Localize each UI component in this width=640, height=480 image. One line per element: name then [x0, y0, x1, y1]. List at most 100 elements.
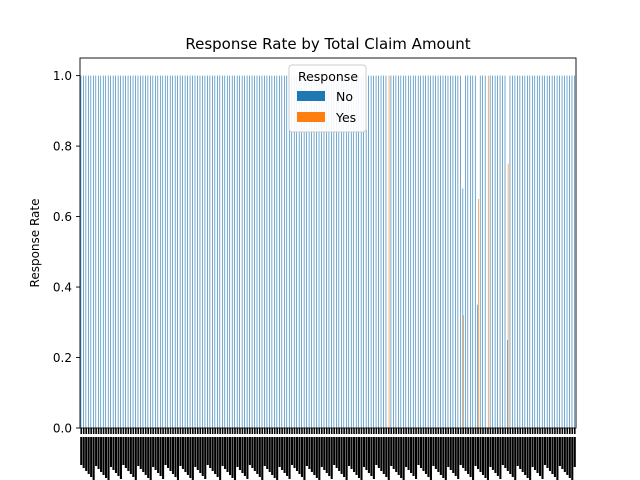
bar-no-106: [343, 75, 345, 429]
bar-no-94: [313, 75, 315, 429]
bar-no-20: [130, 75, 131, 429]
bar-no-23: [137, 75, 139, 429]
bar-no-95: [316, 75, 317, 429]
bar-no-107: [345, 75, 347, 429]
bar-no-51: [207, 75, 208, 429]
bar-no-116: [368, 75, 369, 429]
legend-label-no: No: [336, 89, 353, 104]
bar-no-133: [410, 75, 412, 429]
bar-no-136: [417, 75, 419, 429]
legend-label-yes: Yes: [335, 110, 356, 125]
bar-no-32: [159, 75, 161, 429]
chart-title: Response Rate by Total Claim Amount: [185, 35, 470, 53]
bar-yes-154: [463, 315, 464, 428]
bar-no-85: [291, 75, 293, 429]
bar-no-11: [107, 75, 109, 429]
bar-no-25: [142, 75, 144, 429]
bar-no-142: [432, 75, 434, 429]
bar-no-180: [527, 75, 528, 429]
bar-no-26: [145, 75, 146, 429]
x-ticks: [80, 428, 576, 480]
bar-no-19: [127, 75, 129, 429]
bar-no-140: [427, 75, 429, 429]
bar-no-68: [249, 75, 250, 429]
bar-no-74: [264, 75, 265, 429]
bar-yes-124: [388, 75, 390, 429]
bar-no-21: [132, 75, 134, 429]
y-tick-label: 1.0: [53, 69, 72, 83]
y-tick-label: 0.8: [53, 140, 72, 154]
bar-no-155: [465, 75, 466, 429]
bar-no-98: [323, 75, 325, 429]
bar-no-126: [393, 75, 394, 429]
bar-no-44: [189, 75, 191, 429]
bar-no-60: [229, 75, 231, 429]
bar-no-103: [336, 75, 337, 429]
bar-no-196: [566, 75, 568, 429]
bar-no-190: [551, 75, 553, 429]
bar-no-161: [479, 75, 481, 429]
y-tick-label: 0.2: [53, 351, 72, 365]
bar-no-64: [239, 75, 240, 429]
bar-no-195: [564, 75, 565, 429]
bar-no-178: [522, 75, 523, 429]
bar-no-48: [199, 75, 201, 429]
bar-no-3: [88, 75, 89, 429]
bar-no-70: [254, 75, 255, 429]
bar-no-89: [301, 75, 302, 429]
bar-no-160: [477, 304, 479, 428]
bar-no-185: [539, 75, 541, 429]
bar-no-29: [152, 75, 154, 429]
bar-no-53: [212, 75, 213, 429]
bar-no-13: [112, 75, 114, 429]
bar-no-2: [85, 75, 87, 429]
bar-no-36: [169, 75, 171, 429]
bar-no-120: [378, 75, 379, 429]
bar-no-102: [333, 75, 335, 429]
bar-no-128: [398, 75, 399, 429]
bar-no-153: [460, 75, 461, 429]
bar-yes-160: [478, 198, 479, 428]
bar-no-78: [274, 75, 275, 429]
bar-no-58: [224, 75, 226, 429]
y-axis-label: Response Rate: [28, 199, 42, 288]
bar-no-167: [494, 75, 496, 429]
bar-no-82: [283, 75, 285, 429]
bar-no-17: [122, 75, 124, 429]
bar-no-52: [209, 75, 211, 429]
bar-no-188: [546, 75, 548, 429]
bar-no-42: [184, 75, 186, 429]
bar-no-189: [549, 75, 550, 429]
bar-no-79: [276, 75, 278, 429]
bar-no-157: [469, 75, 471, 429]
bar-no-97: [321, 75, 322, 429]
bar-no-47: [197, 75, 198, 429]
bar-no-165: [489, 75, 491, 429]
legend-title: Response: [298, 69, 358, 84]
bar-no-92: [308, 75, 310, 429]
bar-no-105: [341, 75, 342, 429]
legend-swatch-yes: [297, 112, 325, 122]
bar-no-134: [412, 75, 414, 429]
bar-no-16: [120, 75, 121, 429]
bar-no-45: [192, 75, 193, 429]
bar-no-159: [474, 75, 476, 429]
plot-frame: [79, 57, 577, 429]
bar-no-174: [512, 75, 513, 429]
bar-no-114: [363, 75, 364, 429]
bar-no-35: [167, 75, 169, 429]
bar-no-193: [559, 75, 560, 429]
bar-no-132: [407, 75, 409, 429]
bar-no-0: [80, 75, 82, 429]
bar-no-186: [541, 75, 543, 429]
bar-no-152: [457, 75, 459, 429]
bar-no-63: [236, 75, 238, 429]
bar-no-12: [110, 75, 111, 429]
bar-no-99: [326, 75, 327, 429]
bar-no-8: [100, 75, 102, 429]
bar-no-65: [241, 75, 243, 429]
bar-no-69: [251, 75, 253, 429]
bar-no-30: [155, 75, 156, 429]
bar-no-171: [504, 75, 506, 429]
